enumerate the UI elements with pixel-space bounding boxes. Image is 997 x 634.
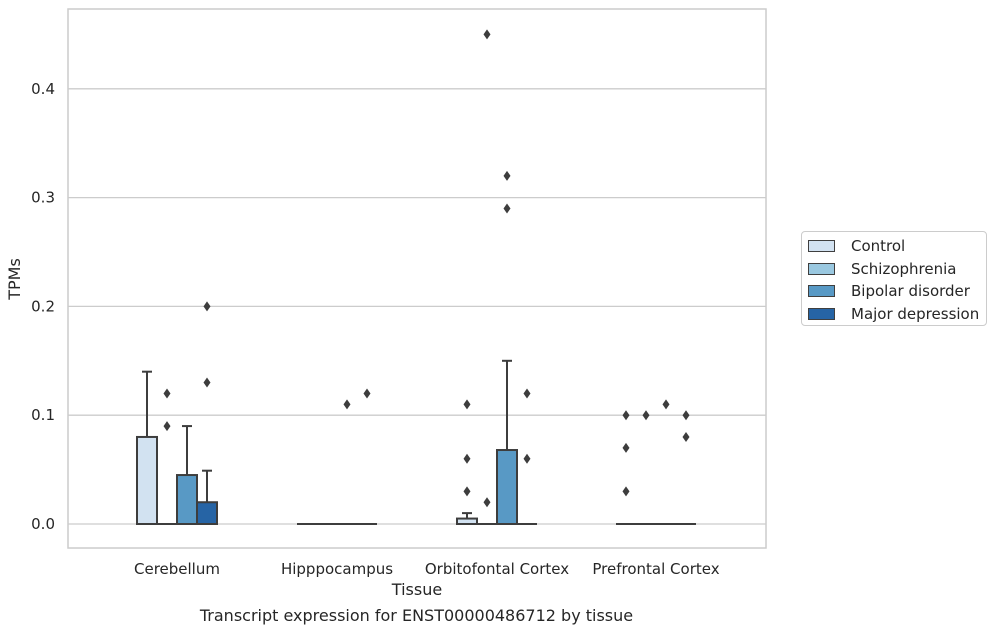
- chart-caption: Transcript expression for ENST0000048671…: [199, 606, 634, 625]
- y-axis-label: TPMs: [5, 258, 24, 301]
- box-group: [157, 388, 177, 525]
- y-tick-label: 0.2: [31, 297, 55, 315]
- outlier-point: [203, 377, 211, 388]
- legend-item-control: Control: [808, 235, 986, 258]
- box-group: [477, 29, 497, 525]
- box-group: [676, 410, 696, 525]
- legend-swatch-control: [808, 240, 835, 253]
- outlier-point: [483, 497, 491, 508]
- box-group: [357, 388, 377, 525]
- x-axis-ticks: Cerebellum Hipppocampus Orbitofontal Corte…: [134, 560, 720, 578]
- legend-item-bipolar-disorder: Bipolar disorder: [808, 280, 986, 303]
- plot-frame: [67, 8, 767, 549]
- x-tick-label: Hipppocampus: [281, 560, 393, 578]
- box-group: [456, 399, 478, 525]
- outlier-point: [622, 486, 630, 497]
- box-rect: [496, 449, 518, 525]
- box-group: [496, 170, 518, 525]
- y-tick-label: 0.4: [31, 80, 55, 98]
- box-group: [656, 399, 676, 525]
- outlier-point: [483, 29, 491, 40]
- outlier-point: [662, 399, 670, 410]
- legend: Control Schizophrenia Bipolar disorder M…: [801, 231, 987, 326]
- legend-swatch-schizophrenia: [808, 262, 835, 275]
- x-tick-label: Orbitofontal Cortex: [425, 560, 569, 578]
- box-group: [636, 410, 656, 525]
- outlier-point: [163, 421, 171, 432]
- outlier-point: [682, 431, 690, 442]
- x-axis-label: Tissue: [391, 580, 442, 599]
- legend-label-major-depression: Major depression: [851, 304, 980, 323]
- box-group: [176, 425, 198, 526]
- outlier-point: [622, 410, 630, 421]
- outlier-point: [463, 453, 471, 464]
- outlier-point: [363, 388, 371, 399]
- outlier-point: [343, 399, 351, 410]
- outlier-point: [163, 388, 171, 399]
- outlier-point: [463, 399, 471, 410]
- legend-label-bipolar-disorder: Bipolar disorder: [851, 282, 970, 301]
- outlier-point: [463, 486, 471, 497]
- box-plot-area: [136, 29, 696, 526]
- box-group: [196, 301, 218, 525]
- y-axis-ticks: 0.0 0.1 0.2 0.3 0.4: [31, 80, 55, 533]
- y-tick-label: 0.3: [31, 189, 55, 207]
- x-tick-label: Prefrontal Cortex: [592, 560, 719, 578]
- box-rect: [176, 474, 198, 526]
- y-tick-label: 0.0: [31, 515, 55, 533]
- box-group: [136, 370, 158, 525]
- legend-label-control: Control: [851, 237, 906, 256]
- gridlines: [68, 88, 766, 525]
- outlier-point: [503, 203, 511, 214]
- box-group: [337, 399, 357, 525]
- box-rect: [196, 501, 218, 525]
- legend-swatch-bipolar-disorder: [808, 285, 835, 298]
- box-rect: [136, 435, 158, 525]
- box-group: [616, 410, 636, 525]
- outlier-point: [523, 453, 531, 464]
- box-group: [517, 388, 537, 525]
- outlier-point: [523, 388, 531, 399]
- outlier-point: [503, 170, 511, 181]
- legend-item-major-depression: Major depression: [808, 303, 986, 326]
- legend-label-schizophrenia: Schizophrenia: [851, 259, 957, 278]
- outlier-point: [642, 410, 650, 421]
- x-tick-label: Cerebellum: [134, 560, 220, 578]
- outlier-point: [203, 301, 211, 312]
- outlier-point: [622, 442, 630, 453]
- outlier-point: [682, 410, 690, 421]
- legend-swatch-major-depression: [808, 307, 835, 320]
- y-tick-label: 0.1: [31, 406, 55, 424]
- legend-item-schizophrenia: Schizophrenia: [808, 258, 986, 281]
